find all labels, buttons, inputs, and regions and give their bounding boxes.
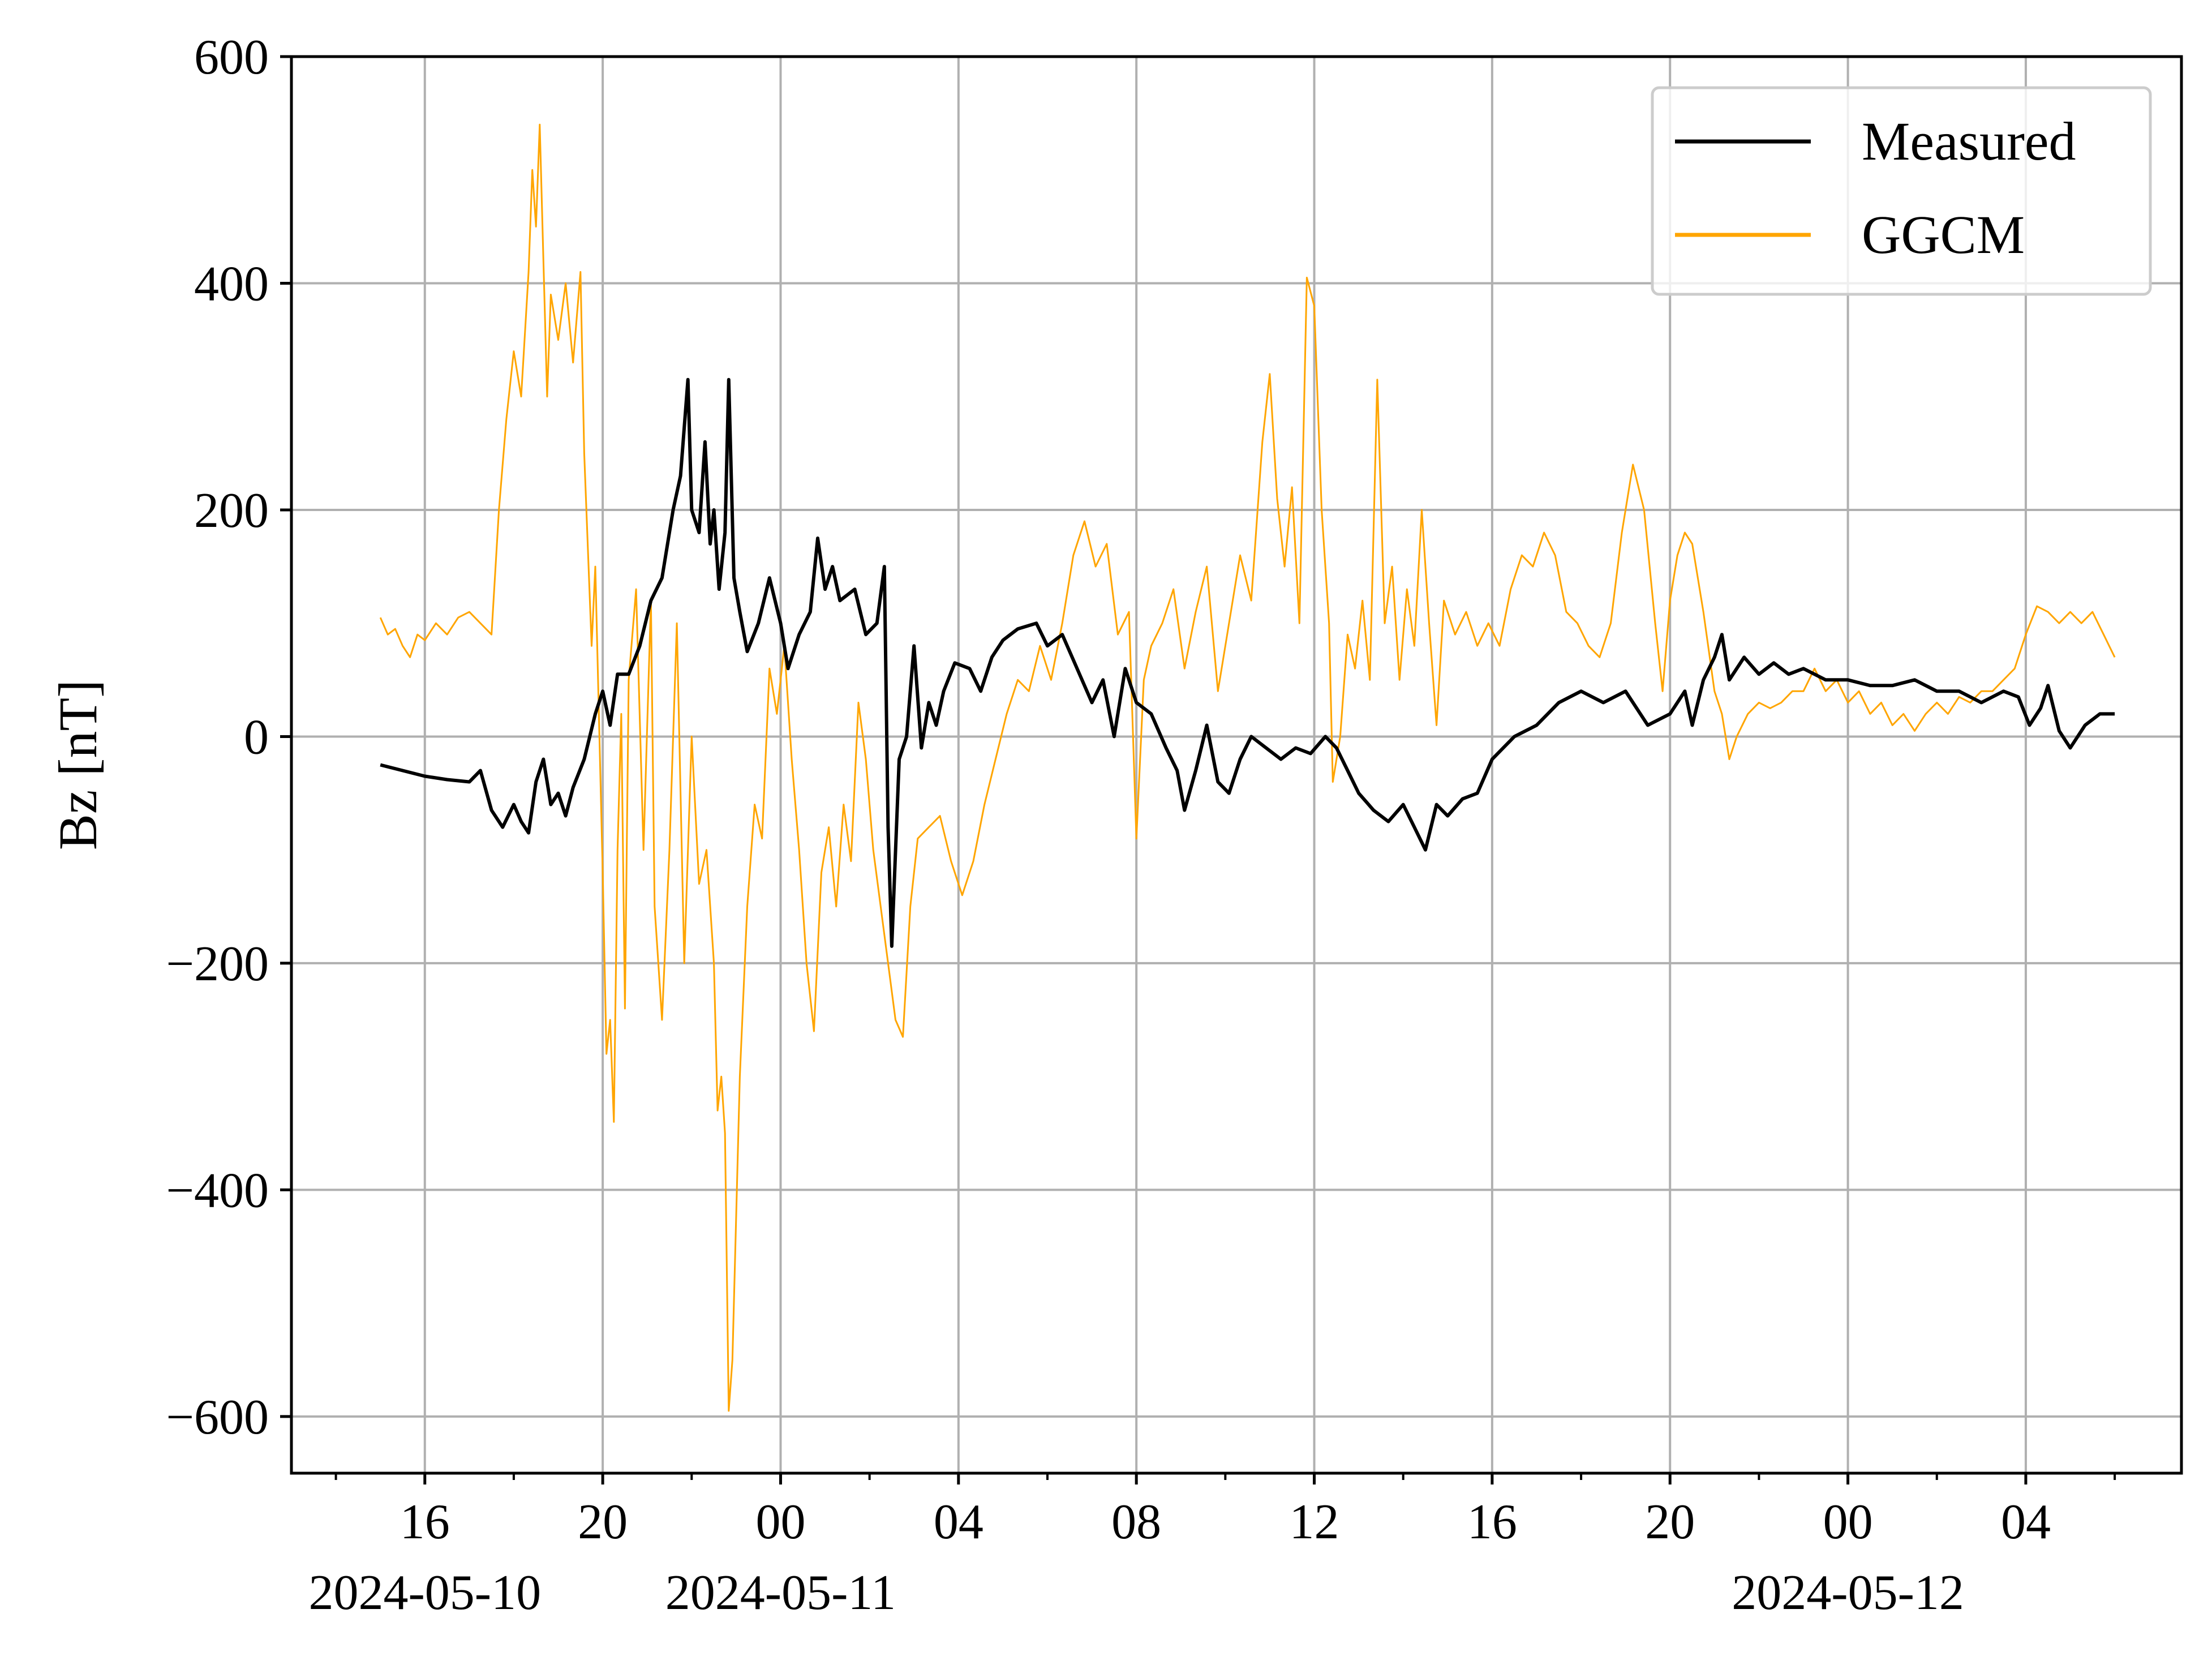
x-tick-label: 20 <box>578 1495 628 1550</box>
x-tick-label: 04 <box>934 1495 983 1550</box>
series-line-measured <box>380 377 2115 948</box>
x-tick-label: 20 <box>1645 1495 1695 1550</box>
x-date-label: 2024-05-12 <box>1732 1565 1964 1620</box>
x-tick-label: 00 <box>1823 1495 1873 1550</box>
x-date-label: 2024-05-10 <box>308 1565 541 1620</box>
x-tick-label: 00 <box>755 1495 805 1550</box>
x-date-label: 2024-05-11 <box>665 1565 896 1620</box>
y-tick-label: 400 <box>194 256 269 311</box>
y-tick-label: −400 <box>166 1163 269 1218</box>
y-tick-label: 0 <box>244 710 269 765</box>
x-tick-label: 12 <box>1290 1495 1339 1550</box>
x-tick-label: 08 <box>1111 1495 1161 1550</box>
y-tick-label: −200 <box>166 937 269 992</box>
legend: Measured GGCM <box>1651 86 2152 296</box>
x-tick-label: 04 <box>2001 1495 2051 1550</box>
legend-box <box>1651 86 2152 296</box>
series-layer <box>379 123 2116 1412</box>
y-tick-label: 200 <box>194 483 269 538</box>
x-tick-label: 16 <box>1467 1495 1517 1550</box>
x-tick-label: 16 <box>400 1495 450 1550</box>
legend-label-ggcm: GGCM <box>1862 204 2025 265</box>
y-axis-label: Bz [nT] <box>48 680 108 850</box>
grid <box>291 55 2181 1473</box>
series-line-ggcm <box>379 123 2116 1412</box>
y-tick-label: 600 <box>194 30 269 85</box>
y-tick-label: −600 <box>166 1390 269 1445</box>
legend-label-measured: Measured <box>1862 111 2076 171</box>
plot-frame <box>290 55 2183 1475</box>
